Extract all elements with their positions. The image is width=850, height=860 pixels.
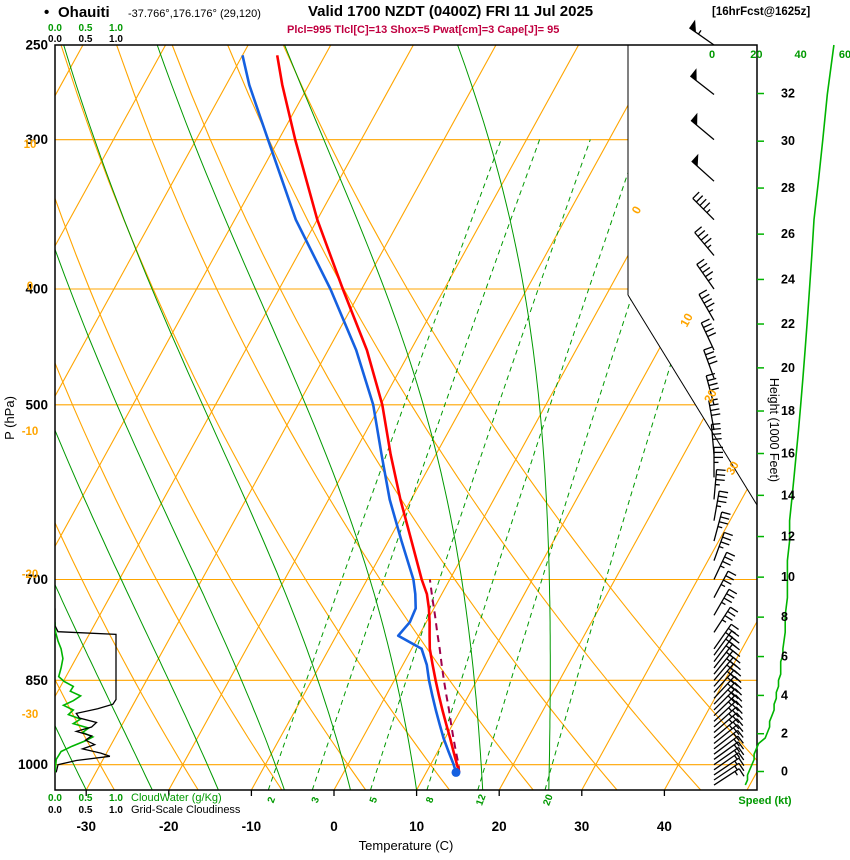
svg-text:16: 16 (781, 447, 795, 461)
svg-text:20: 20 (542, 793, 556, 808)
svg-text:32: 32 (781, 87, 795, 101)
svg-text:8: 8 (424, 795, 436, 804)
wind-barbs (689, 19, 745, 786)
cloudiness-profile (55, 608, 117, 773)
svg-text:6: 6 (781, 650, 788, 664)
svg-text:60: 60 (839, 49, 850, 61)
svg-text:1000: 1000 (18, 757, 48, 772)
svg-text:250: 250 (25, 38, 48, 53)
svg-text:5: 5 (368, 795, 380, 804)
svg-text:4: 4 (781, 688, 788, 702)
valid-time: Valid 1700 NZDT (0400Z) FRI 11 Jul 2025 (308, 3, 594, 20)
svg-text:10: 10 (677, 311, 696, 330)
svg-text:20: 20 (492, 819, 507, 834)
svg-text:Grid-Scale Cloudiness: Grid-Scale Cloudiness (131, 804, 241, 816)
wind-speed-profile (744, 44, 835, 786)
svg-text:12: 12 (781, 530, 795, 544)
svg-text:-10: -10 (242, 819, 262, 834)
svg-text:10: 10 (409, 819, 424, 834)
svg-text:0: 0 (27, 281, 33, 293)
svg-text:-30: -30 (76, 819, 96, 834)
svg-text:20: 20 (781, 361, 795, 375)
svg-text:3: 3 (310, 795, 322, 804)
svg-text:14: 14 (781, 488, 795, 502)
svg-text:Speed (kt): Speed (kt) (738, 795, 792, 807)
svg-text:10: 10 (781, 570, 795, 584)
green-grid (55, 45, 742, 790)
svg-text:30: 30 (781, 134, 795, 148)
svg-text:1.0: 1.0 (109, 23, 123, 34)
svg-text:0.5: 0.5 (79, 805, 93, 816)
svg-text:CloudWater (g/Kg): CloudWater (g/Kg) (131, 792, 222, 804)
parcel-ascent-curve (428, 579, 461, 773)
svg-text:300: 300 (25, 132, 48, 147)
svg-text:500: 500 (25, 397, 48, 412)
svg-text:-20: -20 (22, 569, 39, 581)
svg-text:700: 700 (25, 572, 48, 587)
svg-text:P (hPa): P (hPa) (2, 396, 17, 440)
svg-text:8: 8 (781, 610, 788, 624)
svg-text:12: 12 (474, 793, 488, 808)
svg-text:1.0: 1.0 (109, 793, 123, 804)
svg-text:850: 850 (25, 673, 48, 688)
orange-grid (55, 45, 757, 790)
station-coordinates: -37.766°,176.176° (29,120) (128, 8, 261, 20)
svg-text:0.0: 0.0 (48, 793, 62, 804)
svg-text:0.0: 0.0 (48, 34, 62, 45)
forecast-tag: [16hrFcst@1625z] (712, 6, 811, 18)
temperature-curve (275, 55, 461, 773)
svg-text:30: 30 (574, 819, 589, 834)
svg-text:0.0: 0.0 (48, 805, 62, 816)
svg-text:0: 0 (709, 49, 715, 61)
svg-text:20: 20 (701, 387, 720, 406)
svg-text:24: 24 (781, 272, 795, 286)
plot-frame (54, 44, 758, 791)
svg-text:0.5: 0.5 (79, 793, 93, 804)
svg-text:10: 10 (24, 139, 37, 151)
svg-text:2: 2 (266, 795, 278, 804)
station-bullet-icon: • (44, 4, 50, 21)
svg-text:0: 0 (629, 203, 645, 216)
svg-text:-30: -30 (22, 709, 39, 721)
svg-text:40: 40 (657, 819, 672, 834)
svg-text:0: 0 (330, 819, 338, 834)
svg-text:Height (1000 Feet): Height (1000 Feet) (767, 378, 781, 482)
station-name: Ohauiti (58, 4, 110, 21)
svg-text:1.0: 1.0 (109, 34, 123, 45)
svg-text:-10: -10 (22, 426, 39, 438)
svg-text:20: 20 (750, 49, 762, 61)
svg-text:2: 2 (781, 727, 788, 741)
svg-text:0.5: 0.5 (79, 34, 93, 45)
svg-text:1.0: 1.0 (109, 805, 123, 816)
svg-text:28: 28 (781, 181, 795, 195)
svg-text:-20: -20 (159, 819, 179, 834)
svg-text:0.0: 0.0 (48, 23, 62, 34)
svg-text:22: 22 (781, 317, 795, 331)
svg-text:18: 18 (781, 404, 795, 418)
svg-text:26: 26 (781, 227, 795, 241)
svg-text:400: 400 (25, 281, 48, 296)
surface-point-marker (451, 767, 461, 777)
svg-text:0.5: 0.5 (79, 23, 93, 34)
svg-text:30: 30 (723, 459, 742, 478)
svg-text:40: 40 (795, 49, 807, 61)
sounding-indices: Plcl=995 Tlcl[C]=13 Shox=5 Pwat[cm]=3 Ca… (287, 24, 560, 36)
dewpoint-curve (241, 55, 458, 773)
svg-text:Temperature (C): Temperature (C) (359, 838, 454, 853)
svg-text:0: 0 (781, 765, 788, 779)
